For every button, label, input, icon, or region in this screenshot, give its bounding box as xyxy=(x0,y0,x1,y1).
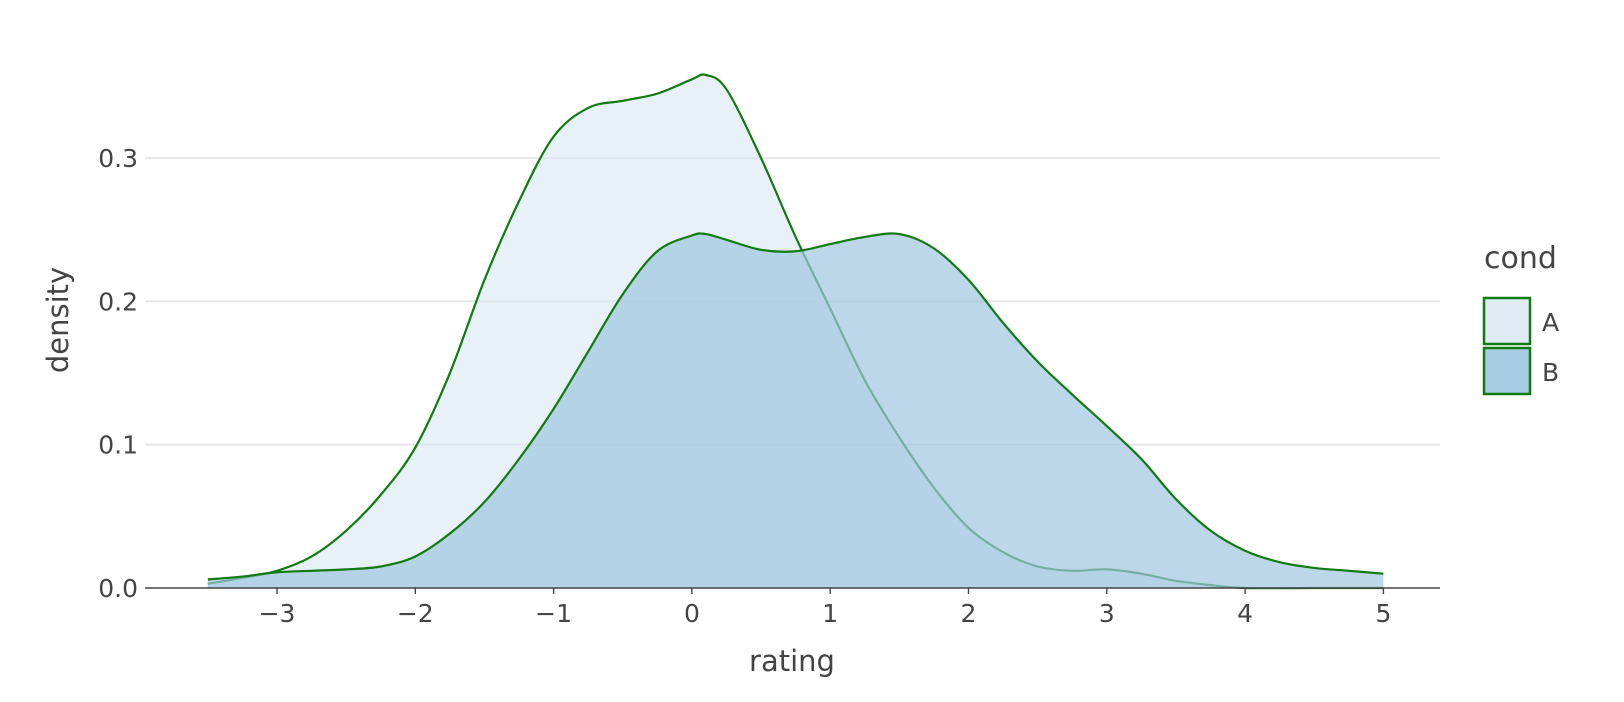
legend-label-A: A xyxy=(1542,308,1559,337)
density-line-B xyxy=(207,232,1384,581)
density-areas xyxy=(207,73,1384,590)
x-tick-label: 3 xyxy=(1099,599,1115,628)
x-axis-title: rating xyxy=(749,644,835,678)
x-tick-label: 1 xyxy=(822,599,838,628)
area-fill-B xyxy=(207,233,1384,588)
x-tick-label: −1 xyxy=(535,599,572,628)
y-axis-title: density xyxy=(41,267,75,373)
legend-title: cond xyxy=(1484,241,1557,276)
x-tick-label: 5 xyxy=(1375,599,1391,628)
legend-swatch-A xyxy=(1482,296,1532,346)
y-tick-labels: 0.0 0.1 0.2 0.3 xyxy=(98,144,138,603)
x-tick-labels: −3 −2 −1 0 1 2 3 4 5 xyxy=(259,588,1391,628)
y-tick-label: 0.1 xyxy=(98,431,138,460)
y-tick-label: 0.0 xyxy=(98,574,138,603)
x-tick-label: 0 xyxy=(684,599,700,628)
x-tick-label: −2 xyxy=(397,599,434,628)
legend-label-B: B xyxy=(1542,358,1559,387)
y-tick-label: 0.3 xyxy=(98,144,138,173)
legend-items: AB xyxy=(1482,296,1559,396)
legend-swatch-B xyxy=(1482,346,1532,396)
y-tick-label: 0.2 xyxy=(98,287,138,316)
legend: cond AB xyxy=(1482,241,1559,396)
x-tick-label: 4 xyxy=(1237,599,1253,628)
x-tick-label: 2 xyxy=(961,599,977,628)
x-tick-label: −3 xyxy=(259,599,296,628)
